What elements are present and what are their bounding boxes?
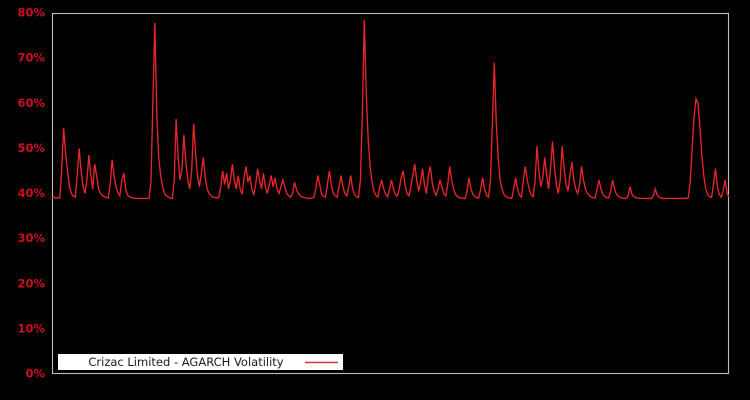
y-axis-tick-label: 60% (17, 96, 45, 110)
y-axis-tick-labels: 0% 10% 20% 30% 40% 50% 60% 70% 80% (17, 6, 45, 381)
y-axis-tick-label: 30% (17, 231, 45, 245)
y-axis-tick-label: 70% (17, 51, 45, 65)
legend-background (58, 354, 343, 370)
y-axis-tick-label: 40% (17, 186, 45, 200)
y-axis-tick-label: 80% (17, 6, 45, 20)
plot-frame (51, 12, 730, 375)
y-axis-tick-label: 50% (17, 141, 45, 155)
legend-label: Crizac Limited - AGARCH Volatility (88, 355, 283, 369)
y-axis-tick-label: 0% (25, 367, 45, 381)
y-axis-tick-label: 20% (17, 276, 45, 290)
y-axis-tick-label: 10% (17, 321, 45, 335)
volatility-series-line (51, 19, 730, 200)
legend[interactable]: Crizac Limited - AGARCH Volatility (58, 354, 343, 370)
